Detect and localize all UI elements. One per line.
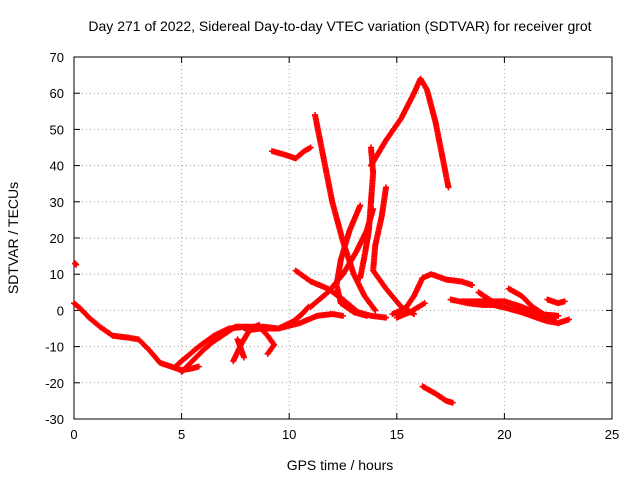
x-tick-label: 5 <box>178 427 185 442</box>
data-point <box>383 314 390 321</box>
series-track-14 <box>333 202 370 319</box>
y-tick-label: 20 <box>50 231 64 246</box>
x-tick-label: 25 <box>605 427 619 442</box>
x-tick-label: 15 <box>390 427 404 442</box>
series-track-1 <box>72 260 80 268</box>
data-point <box>372 307 379 314</box>
data-point <box>550 316 557 323</box>
axis-ticks: 0 5 10 15 20 25 -30 -20 -10 0 10 20 30 40 50 60 70 <box>45 50 619 442</box>
y-tick-label: -30 <box>45 412 64 427</box>
series-track-24 <box>419 383 456 406</box>
series-track-19 <box>447 296 572 327</box>
data-point <box>304 304 311 311</box>
y-tick-label: -20 <box>45 376 64 391</box>
x-tick-label: 20 <box>497 427 511 442</box>
data-point <box>565 316 572 323</box>
series-track-21 <box>505 285 557 323</box>
series-track-15 <box>357 144 377 281</box>
series-track-11 <box>312 111 379 314</box>
data-point <box>449 399 456 406</box>
x-tick-label: 0 <box>70 427 77 442</box>
data-point <box>495 302 502 309</box>
data-point <box>555 312 562 319</box>
data-point <box>421 300 428 307</box>
data-point <box>497 303 504 310</box>
y-tick-label: 60 <box>50 86 64 101</box>
data-point <box>469 282 476 289</box>
series-track-12 <box>292 267 390 321</box>
data-point <box>357 274 364 281</box>
data-point <box>234 336 241 343</box>
series-track-10 <box>268 144 314 162</box>
y-tick-label: 10 <box>50 267 64 282</box>
series-track-23 <box>544 296 568 307</box>
data-point <box>73 261 80 268</box>
x-axis-label: GPS time / hours <box>287 457 394 473</box>
series-track-20 <box>458 298 562 319</box>
y-tick-label: 40 <box>50 159 64 174</box>
data-point <box>445 184 452 191</box>
series-track-22 <box>475 289 504 310</box>
y-tick-label: 0 <box>57 303 64 318</box>
data-point <box>264 350 271 357</box>
y-tick-label: 50 <box>50 122 64 137</box>
series-track-16 <box>370 184 418 318</box>
data-point <box>307 144 314 151</box>
series-track-17 <box>367 75 452 191</box>
series-track-6 <box>234 336 248 361</box>
x-tick-label: 10 <box>282 427 296 442</box>
data-point <box>561 298 568 305</box>
data-points <box>71 75 572 406</box>
y-tick-label: -10 <box>45 340 64 355</box>
y-tick-label: 70 <box>50 50 64 65</box>
series-track-4 <box>178 323 250 375</box>
y-tick-label: 30 <box>50 195 64 210</box>
data-point <box>340 312 346 319</box>
series-track-18 <box>389 271 476 318</box>
series-track-9 <box>275 311 346 332</box>
series-track-25 <box>393 300 428 321</box>
y-axis-label: SDTVAR / TECUs <box>5 182 21 294</box>
data-point <box>363 312 370 319</box>
chart-title: Day 271 of 2022, Sidereal Day-to-day VTE… <box>88 18 591 34</box>
data-point <box>195 363 202 370</box>
series-track-2 <box>71 300 202 374</box>
